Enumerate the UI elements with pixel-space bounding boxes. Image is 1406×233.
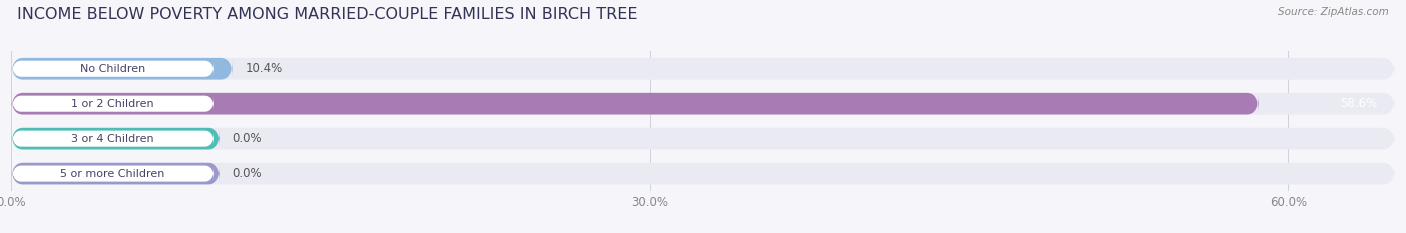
FancyBboxPatch shape <box>11 58 1395 80</box>
FancyBboxPatch shape <box>11 163 219 185</box>
FancyBboxPatch shape <box>11 58 232 80</box>
Text: 3 or 4 Children: 3 or 4 Children <box>72 134 153 144</box>
FancyBboxPatch shape <box>11 93 1395 115</box>
FancyBboxPatch shape <box>11 61 214 77</box>
FancyBboxPatch shape <box>11 163 1395 185</box>
Text: 5 or more Children: 5 or more Children <box>60 169 165 178</box>
FancyBboxPatch shape <box>11 128 219 150</box>
FancyBboxPatch shape <box>11 93 1258 115</box>
Text: 0.0%: 0.0% <box>232 167 263 180</box>
Text: INCOME BELOW POVERTY AMONG MARRIED-COUPLE FAMILIES IN BIRCH TREE: INCOME BELOW POVERTY AMONG MARRIED-COUPL… <box>17 7 637 22</box>
FancyBboxPatch shape <box>11 131 214 147</box>
FancyBboxPatch shape <box>11 165 214 182</box>
FancyBboxPatch shape <box>11 128 1395 150</box>
Text: No Children: No Children <box>80 64 145 74</box>
Text: 1 or 2 Children: 1 or 2 Children <box>72 99 153 109</box>
Text: 0.0%: 0.0% <box>232 132 263 145</box>
Text: 58.6%: 58.6% <box>1340 97 1378 110</box>
FancyBboxPatch shape <box>11 96 214 112</box>
Text: Source: ZipAtlas.com: Source: ZipAtlas.com <box>1278 7 1389 17</box>
Text: 10.4%: 10.4% <box>246 62 283 75</box>
